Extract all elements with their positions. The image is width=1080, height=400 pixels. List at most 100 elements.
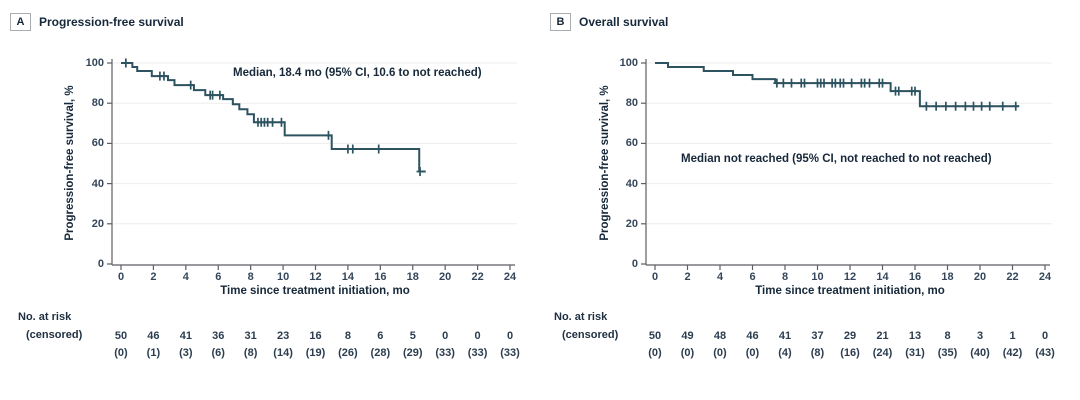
censored-count: (19) [305, 347, 326, 359]
x-tick-label: 22 [1006, 271, 1019, 283]
x-tick-label: 8 [247, 271, 254, 283]
censored-count: (42) [1002, 347, 1023, 359]
panel-a-median-annotation: Median, 18.4 mo (95% CI, 10.6 to not rea… [233, 67, 482, 79]
y-tick-label: 60 [625, 137, 638, 150]
risk-count: 0 [506, 330, 514, 342]
risk-count: 41 [179, 330, 192, 342]
risk-count: 21 [876, 330, 889, 342]
x-tick-label: 14 [341, 271, 355, 283]
risk-count: 0 [474, 330, 481, 342]
risk-count: 8 [344, 330, 351, 342]
x-tick-label: 10 [276, 271, 290, 283]
x-tick-label: 2 [150, 271, 157, 283]
censored-count: (24) [872, 347, 893, 359]
risk-count: 37 [811, 330, 824, 342]
panel-overall-survival: B Overall survival Progression-free surv… [540, 0, 1080, 400]
censored-count: (8) [810, 347, 825, 359]
x-tick-label: 20 [973, 271, 987, 283]
risk-count: 3 [976, 330, 984, 342]
y-tick-label: 100 [619, 57, 638, 69]
x-tick-label: 14 [876, 271, 889, 283]
censored-count: (40) [970, 347, 990, 359]
risk-count: 46 [147, 330, 160, 342]
censored-count: (33) [435, 347, 455, 359]
x-tick-label: 6 [749, 271, 756, 283]
y-tick-label: 80 [91, 97, 104, 110]
censored-count: (1) [146, 347, 161, 359]
censored-count: (28) [370, 347, 391, 359]
censored-count: (0) [114, 347, 128, 359]
risk-count: 41 [778, 330, 792, 342]
risk-count: 0 [442, 330, 449, 342]
censored-count: (3) [179, 347, 193, 359]
risk-count: 46 [746, 330, 759, 342]
censored-count: (6) [211, 347, 225, 359]
y-tick-label: 40 [91, 177, 104, 190]
panel-a-risk-label: No. at risk [18, 311, 72, 323]
x-tick-label: 2 [684, 271, 691, 283]
censored-count: (33) [467, 347, 488, 359]
x-tick-label: 12 [309, 271, 322, 283]
y-tick-label: 0 [631, 258, 638, 270]
x-tick-label: 0 [117, 271, 125, 283]
panel-b-header: B Overall survival [550, 13, 668, 31]
panel-a-censored-label: (censored) [26, 329, 83, 341]
censored-count: (35) [937, 347, 958, 359]
censored-count: (14) [273, 347, 293, 359]
risk-count: 36 [212, 330, 225, 342]
risk-count: 50 [648, 330, 662, 342]
censored-count: (0) [680, 347, 695, 359]
censored-count: (4) [778, 347, 792, 359]
x-tick-label: 22 [471, 271, 484, 283]
censored-count: (0) [648, 347, 662, 359]
panel-a-x-axis-title: Time since treatment initiation, mo [220, 285, 410, 297]
censored-count: (26) [338, 347, 358, 359]
x-tick-label: 12 [843, 271, 857, 283]
risk-count: 8 [944, 330, 951, 342]
censored-count: (31) [905, 347, 925, 359]
panel-b-risk-label: No. at risk [554, 311, 608, 323]
panel-a-title: Progression-free survival [39, 15, 184, 29]
y-tick-label: 80 [625, 97, 638, 110]
risk-count: 1 [1009, 330, 1016, 342]
x-tick-label: 0 [651, 271, 659, 283]
censored-count: (29) [402, 347, 423, 359]
x-tick-label: 16 [908, 271, 922, 283]
x-tick-label: 16 [374, 271, 387, 283]
censored-count: (16) [840, 347, 860, 359]
y-tick-label: 100 [85, 57, 104, 69]
x-tick-label: 20 [439, 271, 452, 283]
panel-a-plot-canvas [107, 58, 517, 270]
risk-count: 5 [409, 330, 416, 342]
panel-b-letter-badge: B [550, 13, 571, 31]
panel-b-median-annotation: Median not reached (95% CI, not reached … [681, 153, 992, 165]
panel-b-censored-label: (censored) [562, 329, 619, 341]
x-tick-label: 18 [941, 271, 954, 283]
x-tick-label: 10 [811, 271, 824, 283]
x-tick-label: 8 [781, 271, 789, 283]
panel-a-header: A Progression-free survival [10, 13, 184, 31]
censored-count: (43) [1035, 347, 1055, 359]
risk-count: 49 [681, 330, 694, 342]
risk-count: 29 [843, 330, 857, 342]
censored-count: (0) [745, 347, 760, 359]
y-tick-label: 20 [91, 217, 104, 230]
panel-b-x-axis-title: Time since treatment initiation, mo [755, 285, 945, 297]
panel-progression-free-survival: A Progression-free survival Progression-… [10, 13, 520, 359]
censored-count: (8) [243, 347, 258, 359]
risk-count: 0 [1041, 330, 1049, 342]
y-tick-label: 20 [625, 217, 638, 230]
y-tick-label: 40 [625, 177, 638, 190]
x-tick-label: 4 [716, 271, 724, 283]
x-tick-label: 18 [406, 271, 419, 283]
km-curve [121, 62, 426, 173]
risk-count: 13 [908, 330, 922, 342]
censored-count: (0) [713, 347, 727, 359]
x-tick-label: 24 [503, 271, 517, 283]
risk-count: 50 [114, 330, 128, 342]
risk-count: 6 [377, 330, 384, 342]
panel-a-letter-badge: A [10, 13, 31, 31]
km-curve [655, 62, 1019, 108]
panel-b-plot-canvas [641, 59, 1052, 270]
